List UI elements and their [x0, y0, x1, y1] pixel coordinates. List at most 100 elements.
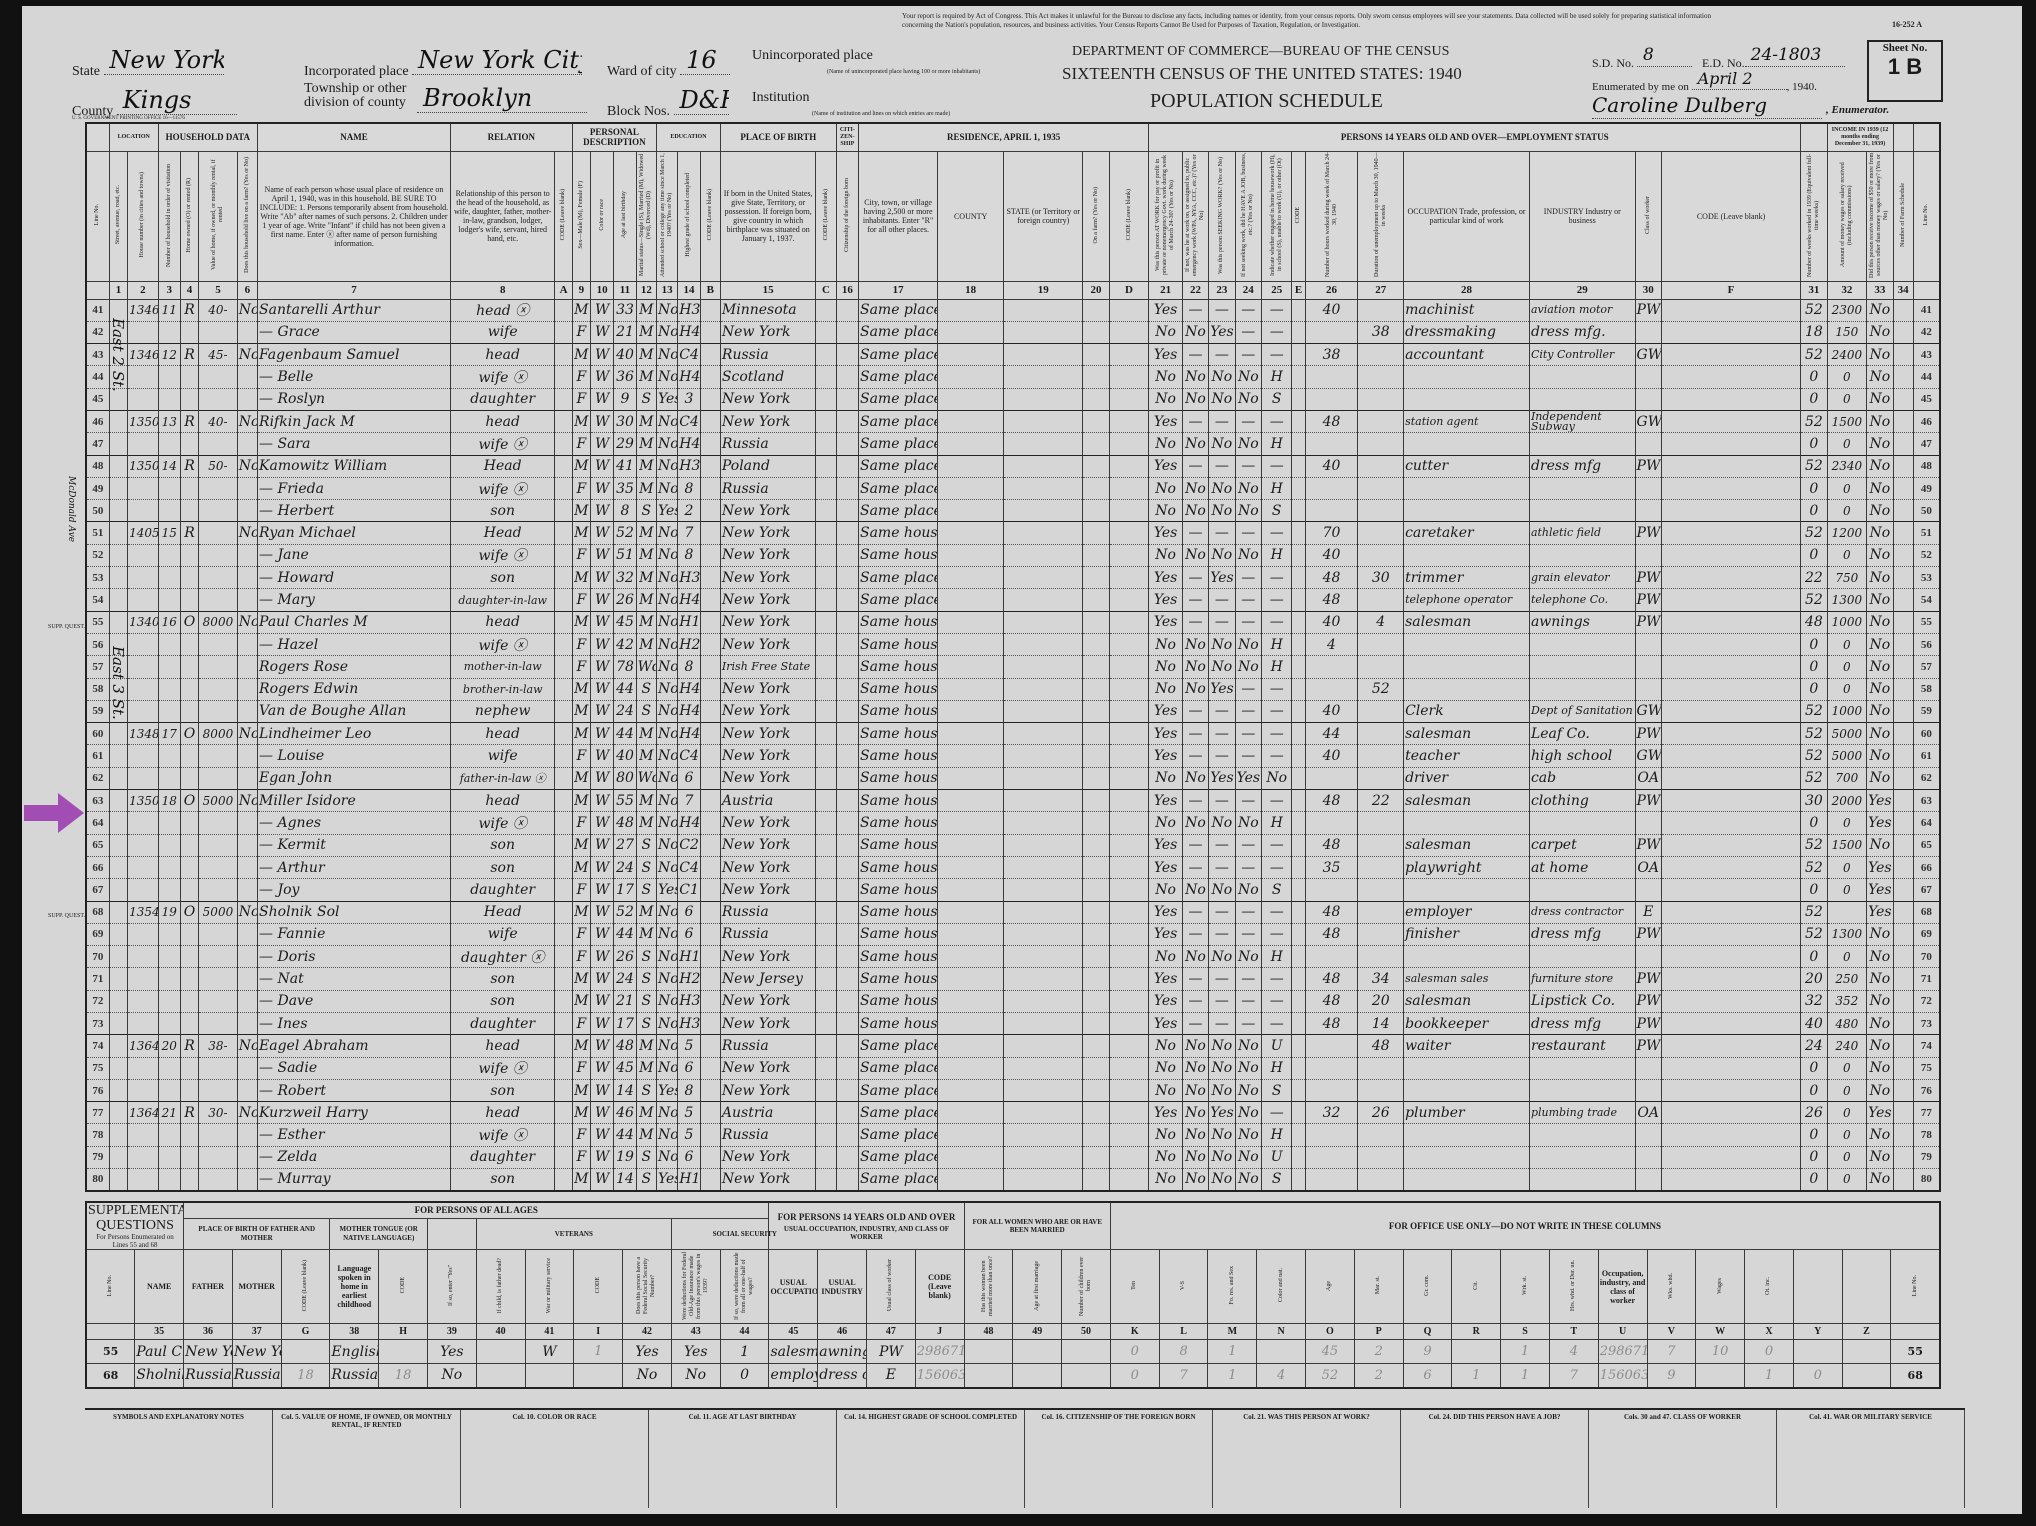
- person-name: — Sadie: [257, 1056, 451, 1080]
- birthplace: Austria: [719, 789, 817, 813]
- weeks-worked-1939: 18: [1800, 320, 1828, 345]
- column-number: 4: [179, 280, 200, 300]
- wage-income-1939: 5000: [1826, 744, 1868, 768]
- weeks-unemployed: [1357, 878, 1405, 902]
- person-name: Paul Charles M: [257, 610, 451, 634]
- code-cell: [835, 1123, 859, 1147]
- code-cell: [108, 1011, 129, 1036]
- code-cell: [1291, 1078, 1306, 1103]
- birthplace: Russia: [719, 1034, 817, 1058]
- code-cell: [108, 499, 129, 523]
- employment-status-col-21: No: [1148, 632, 1183, 657]
- code-cell: [108, 566, 129, 590]
- group-header: [1912, 122, 1941, 152]
- grade-completed: H4: [677, 722, 701, 746]
- school-attendance: No: [655, 1034, 679, 1058]
- farm: [236, 699, 259, 724]
- line-number: 78: [1912, 1123, 1941, 1147]
- code-cell: [108, 588, 129, 612]
- marital-status: S: [635, 499, 657, 523]
- column-number: 6: [236, 280, 259, 300]
- school-attendance: No: [655, 632, 679, 657]
- employment-status-col-21: No: [1148, 811, 1183, 835]
- code-cell: [1108, 499, 1150, 523]
- code-cell: [815, 1056, 837, 1080]
- home-value: [198, 543, 238, 568]
- code-cell: [108, 945, 129, 969]
- person-name: — Howard: [257, 566, 451, 590]
- weeks-worked-1939: 0: [1800, 1078, 1828, 1103]
- industry: [1528, 811, 1636, 835]
- code-cell: [699, 677, 721, 701]
- grade-completed: 3: [677, 387, 701, 411]
- code-cell: [1892, 1011, 1914, 1036]
- hours-worked: [1304, 1034, 1359, 1058]
- weeks-unemployed: [1357, 900, 1405, 924]
- race: W: [589, 811, 615, 835]
- grade-completed: 8: [677, 655, 701, 679]
- code-cell: [554, 566, 573, 590]
- code-cell: [1291, 632, 1306, 657]
- employment-status-col-22: No: [1181, 1145, 1210, 1170]
- house-number: [127, 1145, 159, 1170]
- column-label-text: Age at last birthday: [621, 191, 628, 239]
- school-attendance: No: [655, 566, 679, 590]
- supp-cell: 18: [280, 1363, 331, 1388]
- code-cell: [1892, 945, 1914, 969]
- weeks-worked-1939: 52: [1800, 722, 1828, 746]
- age: 27: [613, 833, 637, 857]
- code-cell: [815, 878, 837, 902]
- farm: [236, 833, 259, 857]
- line-number: 48: [1912, 454, 1941, 478]
- employment-status-col-24: No: [1234, 543, 1262, 568]
- employment-status-col-23: —: [1208, 900, 1236, 924]
- farm: No: [236, 409, 259, 434]
- code-cell: [1108, 476, 1150, 501]
- sex: M: [571, 766, 591, 791]
- column-label: STATE (or Territory or foreign country): [1003, 150, 1084, 282]
- wage-income-1939: 1000: [1826, 610, 1868, 634]
- age: 26: [613, 945, 637, 969]
- supp-column-label: Usual class of worker: [866, 1249, 916, 1324]
- supp-column-label-text: CODE (Leave blank): [302, 1259, 309, 1312]
- race: W: [589, 343, 615, 367]
- sex: M: [571, 1168, 591, 1192]
- farm: [236, 677, 259, 701]
- race: W: [589, 566, 615, 590]
- weeks-unemployed: [1357, 1056, 1405, 1080]
- relation: son: [449, 566, 556, 590]
- race: W: [589, 855, 615, 880]
- wage-income-1939: 2000: [1826, 789, 1868, 813]
- weeks-unemployed: [1357, 699, 1405, 724]
- code-cell: [1660, 298, 1802, 322]
- weeks-worked-1939: 0: [1800, 1145, 1828, 1170]
- supp-cell: [1256, 1339, 1307, 1364]
- person-name: — Kermit: [257, 833, 451, 857]
- age: 24: [613, 967, 637, 991]
- code-cell: [1003, 945, 1084, 969]
- tenure: [179, 922, 200, 947]
- class-of-worker: GW: [1634, 744, 1662, 768]
- supp-cell: Paul Charles M: [134, 1339, 185, 1364]
- code-cell: [554, 1123, 573, 1147]
- supp-cell: [963, 1339, 1014, 1364]
- supp-cell: New York: [231, 1339, 282, 1364]
- industry: [1528, 432, 1636, 456]
- code-cell: [937, 454, 1005, 478]
- table-row: 49— Frieda wife ⓧ F W 35 M No 8 Russia Same place…: [85, 476, 1941, 501]
- hours-worked: 48: [1304, 409, 1359, 434]
- grade-completed: 6: [677, 900, 701, 924]
- supp-column-label: Has this woman been married more than on…: [963, 1249, 1014, 1324]
- grade-completed: H3: [677, 298, 701, 322]
- line-number: 74: [1912, 1034, 1941, 1058]
- employment-status-col-24: —: [1234, 900, 1262, 924]
- supp-cell: 1: [1207, 1363, 1258, 1388]
- street-note-east-3: East 3 St.: [111, 646, 127, 720]
- house-number: [127, 945, 159, 969]
- weeks-unemployed: [1357, 766, 1405, 791]
- tenure: O: [179, 789, 200, 813]
- weeks-worked-1939: 52: [1800, 454, 1828, 478]
- weeks-unemployed: 34: [1357, 967, 1405, 991]
- wage-income-1939: [1826, 900, 1868, 924]
